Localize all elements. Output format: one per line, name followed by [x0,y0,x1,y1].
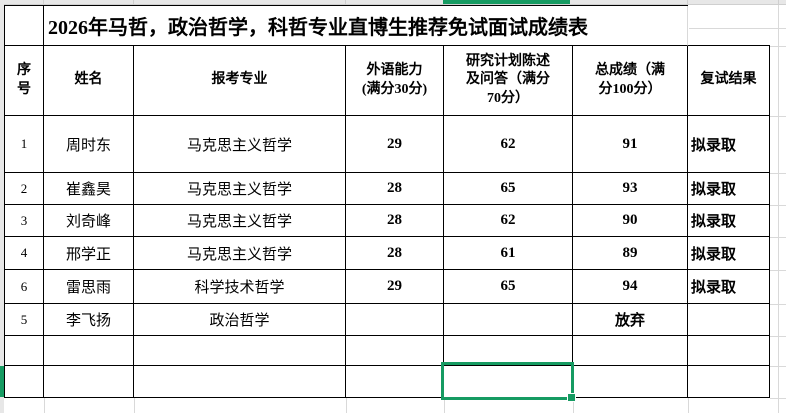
title-row-corner-cell[interactable] [5,6,44,46]
cell-major[interactable]: 马克思主义哲学 [134,237,346,270]
header-cell-major[interactable]: 报考专业 [134,46,346,116]
cell-research-score[interactable]: 65 [444,270,573,304]
cell-major[interactable]: 政治哲学 [134,304,346,336]
cell-foreign-score[interactable] [346,366,444,398]
cell-total-score[interactable]: 93 [573,173,688,205]
title-row: 2026年马哲，政治哲学，科哲专业直博生推荐免试面试成绩表 [5,6,770,46]
column-divider [778,0,779,5]
cell-major[interactable] [134,336,346,366]
table-row: 3 刘奇峰 马克思主义哲学 28 62 90 拟录取 [5,205,770,237]
cell-name[interactable]: 邢学正 [44,237,134,270]
column-divider [133,0,134,5]
cell-foreign-score[interactable] [346,304,444,336]
cell-foreign-score[interactable]: 28 [346,173,444,205]
cell-major[interactable]: 科学技术哲学 [134,270,346,304]
cell-result[interactable] [688,366,770,398]
table-row: 6 雷思雨 科学技术哲学 29 65 94 拟录取 [5,270,770,304]
header-cell-total[interactable]: 总成绩（满 分100分） [573,46,688,116]
cell-total-score[interactable]: 91 [573,116,688,173]
cell-total-score[interactable] [573,366,688,398]
table-left-border [4,5,5,398]
cell-major[interactable] [134,366,346,398]
cell-major[interactable]: 马克思主义哲学 [134,173,346,205]
cell-total-score[interactable]: 90 [573,205,688,237]
cell-result[interactable]: 拟录取 [688,205,770,237]
table-row: 4 邢学正 马克思主义哲学 28 61 89 拟录取 [5,237,770,270]
table-row: 1 周时东 马克思主义哲学 29 62 91 拟录取 [5,116,770,173]
column-divider [687,0,688,5]
cell-result[interactable]: 拟录取 [688,270,770,304]
cell-research-score[interactable]: 62 [444,116,573,173]
cell-foreign-score[interactable] [346,336,444,366]
cell-result[interactable] [688,304,770,336]
cell-index[interactable]: 5 [5,304,44,336]
cell-result[interactable] [688,336,770,366]
table-row: 2 崔鑫昊 马克思主义哲学 28 65 93 拟录取 [5,173,770,205]
cell-index[interactable] [5,336,44,366]
header-cell-result[interactable]: 复试结果 [688,46,770,116]
scores-table: 2026年马哲，政治哲学，科哲专业直博生推荐免试面试成绩表 序 号 姓名 报考专… [5,6,770,398]
cell-foreign-score[interactable]: 29 [346,270,444,304]
column-divider [345,0,346,5]
sheet-title-cell[interactable]: 2026年马哲，政治哲学，科哲专业直博生推荐免试面试成绩表 [44,6,688,46]
cell-total-score[interactable]: 94 [573,270,688,304]
table-row [5,366,770,398]
title-row-spacer-cell[interactable] [688,6,770,46]
header-cell-name[interactable]: 姓名 [44,46,134,116]
sheet-title: 2026年马哲，政治哲学，科哲专业直博生推荐免试面试成绩表 [48,17,588,39]
header-cell-foreign[interactable]: 外语能力 (满分30分) [346,46,444,116]
cell-result[interactable]: 拟录取 [688,116,770,173]
cell-index[interactable]: 6 [5,270,44,304]
cell-name[interactable] [44,336,134,366]
cell-index[interactable]: 2 [5,173,44,205]
cell-foreign-score[interactable]: 28 [346,205,444,237]
cell-name[interactable]: 刘奇峰 [44,205,134,237]
table-row: 5 李飞扬 政治哲学 放弃 [5,304,770,336]
cell-name[interactable] [44,366,134,398]
cell-name[interactable]: 雷思雨 [44,270,134,304]
selected-cell-outline[interactable] [441,362,576,402]
cell-research-score[interactable]: 65 [444,173,573,205]
column-header-strip[interactable] [0,0,786,5]
cell-index[interactable]: 4 [5,237,44,270]
cell-research-score[interactable]: 62 [444,205,573,237]
cell-index[interactable] [5,366,44,398]
cell-index[interactable]: 1 [5,116,44,173]
table-row [5,336,770,366]
cell-index[interactable]: 3 [5,205,44,237]
cell-total-score[interactable] [573,336,688,366]
fill-handle[interactable] [567,393,576,402]
cell-major[interactable]: 马克思主义哲学 [134,116,346,173]
cell-name[interactable]: 周时东 [44,116,134,173]
cell-research-score[interactable] [444,304,573,336]
cell-foreign-score[interactable]: 28 [346,237,444,270]
header-cell-research[interactable]: 研究计划陈述 及问答（满分 70分） [444,46,573,116]
cell-research-score[interactable]: 61 [444,237,573,270]
cell-total-score[interactable]: 89 [573,237,688,270]
row-header-strip[interactable] [0,0,4,413]
cell-foreign-score[interactable]: 29 [346,116,444,173]
cell-total-score[interactable]: 放弃 [573,304,688,336]
column-divider [43,0,44,5]
selected-row-header-highlight [0,366,4,397]
cell-name[interactable]: 李飞扬 [44,304,134,336]
cell-major[interactable]: 马克思主义哲学 [134,205,346,237]
cell-name[interactable]: 崔鑫昊 [44,173,134,205]
header-row: 序 号 姓名 报考专业 外语能力 (满分30分) 研究计划陈述 及问答（满分 7… [5,46,770,116]
cell-research-score[interactable] [444,336,573,366]
cell-result[interactable]: 拟录取 [688,173,770,205]
table-top-border [4,5,688,6]
header-cell-index[interactable]: 序 号 [5,46,44,116]
selected-column-header-highlight [443,0,570,4]
cell-result[interactable]: 拟录取 [688,237,770,270]
